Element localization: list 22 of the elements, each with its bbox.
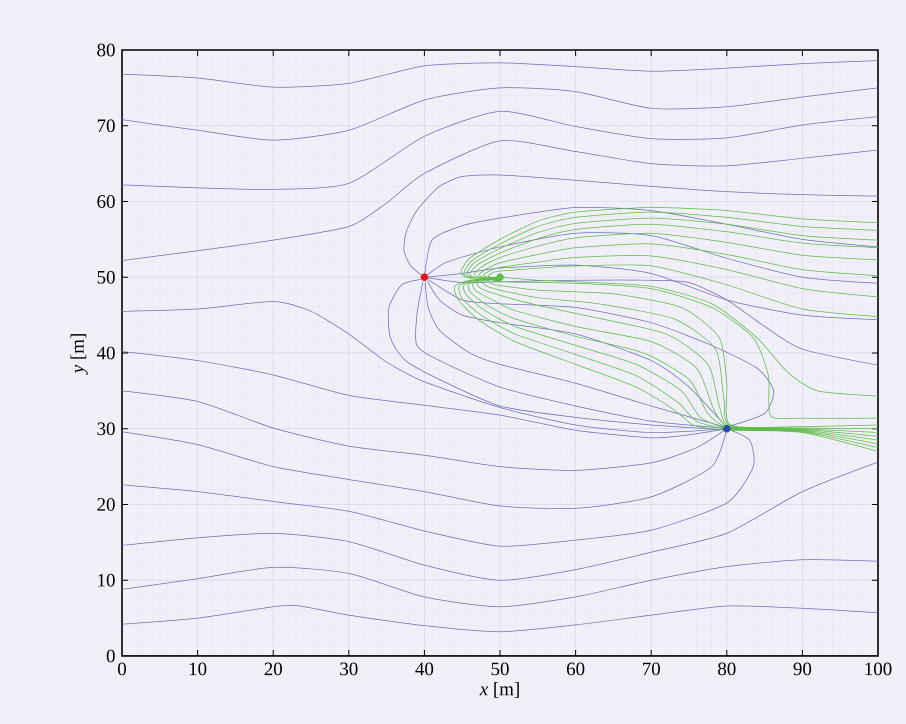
y-tick-label: 60 bbox=[97, 195, 115, 208]
y-tick-label: 80 bbox=[97, 44, 115, 56]
x-tick-label: 60 bbox=[566, 662, 584, 676]
y-tick-label: 70 bbox=[98, 119, 115, 132]
x-tick-label: 50 bbox=[492, 662, 509, 676]
x-tick-label: 20 bbox=[264, 662, 282, 676]
y-tick-label: 40 bbox=[96, 346, 115, 360]
x-tick-label: 0 bbox=[118, 662, 126, 676]
x-tick-label: 40 bbox=[415, 662, 434, 676]
y-tick-label: 20 bbox=[97, 498, 115, 511]
x-tick-label: 80 bbox=[718, 662, 736, 676]
x-axis-title: x [m] bbox=[480, 682, 519, 698]
x-tick-label: 10 bbox=[190, 662, 206, 676]
y-tick-label: 50 bbox=[98, 270, 115, 284]
y-tick-label: 30 bbox=[97, 422, 115, 436]
x-tick-label: 70 bbox=[642, 662, 660, 676]
x-tick-label: 90 bbox=[794, 662, 812, 676]
y-tick-label: 10 bbox=[98, 574, 115, 587]
x-tick-label: 30 bbox=[340, 662, 358, 676]
x-tick-label: 100 bbox=[865, 662, 892, 676]
y-axis-title: y [m] bbox=[70, 334, 88, 375]
y-tick-label: 0 bbox=[106, 650, 115, 662]
